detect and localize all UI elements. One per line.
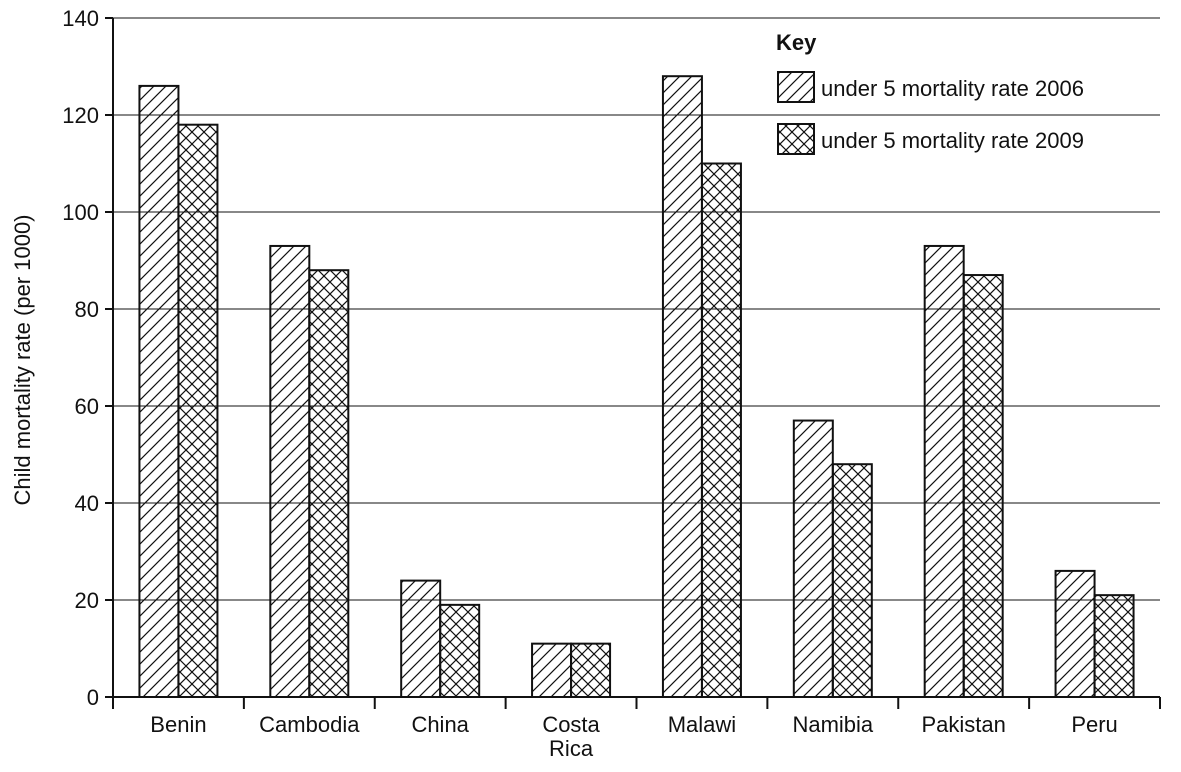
legend-title: Key xyxy=(776,30,817,55)
x-category-label: Costa xyxy=(542,712,600,737)
y-tick-label: 0 xyxy=(87,685,99,710)
y-tick-label: 120 xyxy=(62,103,99,128)
bar-cambodia-2009 xyxy=(308,269,350,698)
bar-pakistan-2009 xyxy=(962,274,1004,698)
legend-swatch-2006 xyxy=(777,71,815,103)
x-category-label: Malawi xyxy=(668,712,736,737)
y-axis-title: Child mortality rate (per 1000) xyxy=(10,214,35,505)
x-category-label: Rica xyxy=(549,736,594,761)
axis-labels: 0 20 40 60 80 100 120 140 Benin Cambodia China Cost… xyxy=(62,6,1118,761)
legend-label-2009: under 5 mortality rate 2009 xyxy=(821,128,1084,153)
bar-benin-2006 xyxy=(138,84,180,698)
y-tick-label: 140 xyxy=(62,6,99,31)
y-tick-label: 100 xyxy=(62,200,99,225)
bar-china-2006 xyxy=(400,579,442,698)
bar-cambodia-2006 xyxy=(269,244,311,698)
legend-swatch-2009 xyxy=(777,123,815,155)
bar-costa-rica-2009 xyxy=(570,642,612,699)
legend: Key under 5 mortality rate 2006 under 5 … xyxy=(776,30,1084,155)
x-category-label: Benin xyxy=(150,712,206,737)
y-tick-label: 60 xyxy=(75,394,99,419)
y-tick-label: 20 xyxy=(75,588,99,613)
legend-label-2006: under 5 mortality rate 2006 xyxy=(821,76,1084,101)
bar-peru-2009 xyxy=(1093,594,1135,699)
x-category-label: China xyxy=(411,712,469,737)
bar-pakistan-2006 xyxy=(923,244,965,698)
bar-peru-2006 xyxy=(1054,569,1096,699)
bar-costa-rica-2006 xyxy=(531,642,573,699)
x-category-label: Namibia xyxy=(792,712,873,737)
y-tick-label: 40 xyxy=(75,491,99,516)
x-category-label: Pakistan xyxy=(921,712,1005,737)
bar-benin-2009 xyxy=(177,123,219,698)
bar-namibia-2009 xyxy=(831,463,873,699)
axes xyxy=(105,17,1161,709)
bar-namibia-2006 xyxy=(792,419,834,698)
x-category-label: Cambodia xyxy=(259,712,360,737)
bar-malawi-2006 xyxy=(661,75,703,698)
y-tick-label: 80 xyxy=(75,297,99,322)
bar-malawi-2009 xyxy=(700,162,742,698)
x-category-label: Peru xyxy=(1071,712,1117,737)
bar-china-2009 xyxy=(439,603,481,698)
bars xyxy=(138,75,1135,699)
